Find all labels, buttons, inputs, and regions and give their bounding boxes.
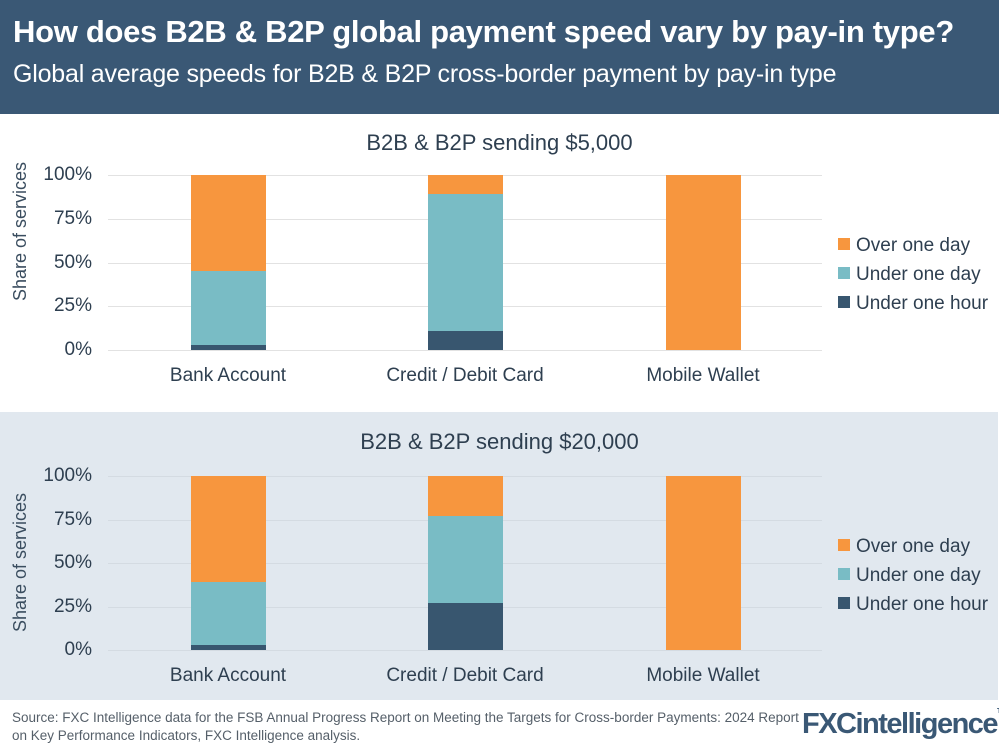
legend-item: Under one day <box>838 264 981 286</box>
y-tick-label: 50% <box>53 552 92 573</box>
bar-segment-under-one-day <box>428 194 503 331</box>
logo-trademark: TM <box>997 708 999 715</box>
legend-label: Under one day <box>856 565 981 586</box>
legend-label: Under one day <box>856 264 981 285</box>
chart-title: B2B & B2P sending $5,000 <box>366 130 633 155</box>
bar-segment-over-one-day <box>191 175 266 272</box>
legend-label: Over one day <box>856 536 971 557</box>
chart-panel-20000: B2B & B2P sending $20,000 Share of servi… <box>0 412 998 700</box>
chart-panel-5000: B2B & B2P sending $5,000 Share of servic… <box>0 114 998 410</box>
y-tick-label: 25% <box>53 595 92 617</box>
bar-bank-account <box>191 476 266 650</box>
bar-segment-under-one-hour <box>428 603 503 650</box>
gridline <box>108 350 822 351</box>
legend-item: Under one day <box>838 565 981 587</box>
legend-item: Under one hour <box>838 293 988 315</box>
fxc-intelligence-logo: FXCintelligenceTM <box>802 708 999 741</box>
bar-mobile-wallet <box>666 476 741 650</box>
bar-credit-debit-card <box>428 476 503 650</box>
legend-swatch-icon <box>838 538 850 551</box>
bar-segment-under-one-hour <box>191 644 266 650</box>
y-tick-label: 0% <box>64 339 92 360</box>
bar-segment-over-one-day <box>428 476 503 517</box>
legend-item: Under one hour <box>838 594 988 616</box>
bar-segment-over-one-day <box>428 175 503 195</box>
legend-swatch-icon <box>838 567 850 580</box>
legend-item: Over one day <box>838 536 970 558</box>
bar-credit-debit-card <box>428 175 503 350</box>
x-category-label: Mobile Wallet <box>646 365 760 386</box>
y-tick-label: 25% <box>53 295 92 317</box>
bar-segment-over-one-day <box>666 175 741 350</box>
x-category-label: Credit / Debit Card <box>386 665 544 686</box>
bar-segment-under-one-hour <box>428 330 503 350</box>
bar-segment-over-one-day <box>666 476 741 650</box>
x-category-label: Bank Account <box>169 665 287 686</box>
legend-label: Under one hour <box>856 293 989 314</box>
y-axis-label: Share of services <box>10 492 30 632</box>
source-note: Source: FXC Intelligence data for the FS… <box>12 710 799 743</box>
chart-title: B2B & B2P sending $20,000 <box>360 429 639 454</box>
legend-swatch-icon <box>838 295 850 308</box>
bar-segment-under-one-day <box>191 271 266 345</box>
legend-label: Under one hour <box>856 594 989 615</box>
legend-swatch-icon <box>838 266 850 279</box>
y-tick-label: 0% <box>64 639 92 660</box>
bar-segment-under-one-hour <box>191 344 266 350</box>
page-subtitle: Global average speeds for B2B & B2P cros… <box>13 60 837 88</box>
bar-segment-over-one-day <box>191 476 266 583</box>
y-tick-label: 75% <box>53 508 92 530</box>
footer: Source: FXC Intelligence data for the FS… <box>0 700 999 749</box>
legend-label: Over one day <box>856 235 971 256</box>
bar-segment-under-one-day <box>428 516 503 604</box>
y-axis-label: Share of services <box>10 161 30 301</box>
y-tick-label: 100% <box>43 465 92 486</box>
y-tick-label: 50% <box>53 251 92 273</box>
x-category-label: Bank Account <box>169 365 287 386</box>
bar-bank-account <box>191 175 266 350</box>
header: How does B2B & B2P global payment speed … <box>0 0 999 114</box>
page-title: How does B2B & B2P global payment speed … <box>13 14 954 49</box>
y-tick-label: 75% <box>53 207 92 229</box>
legend-swatch-icon <box>838 237 850 250</box>
logo-intelligence: intelligence <box>855 708 999 740</box>
y-tick-label: 100% <box>43 164 92 185</box>
x-category-label: Credit / Debit Card <box>386 365 544 386</box>
logo-fxc: FXC <box>802 708 857 740</box>
bar-mobile-wallet <box>666 175 741 350</box>
legend-item: Over one day <box>838 235 970 257</box>
bar-segment-under-one-day <box>191 582 266 645</box>
legend-swatch-icon <box>838 596 850 609</box>
x-category-label: Mobile Wallet <box>646 665 760 686</box>
gridline <box>108 650 822 651</box>
